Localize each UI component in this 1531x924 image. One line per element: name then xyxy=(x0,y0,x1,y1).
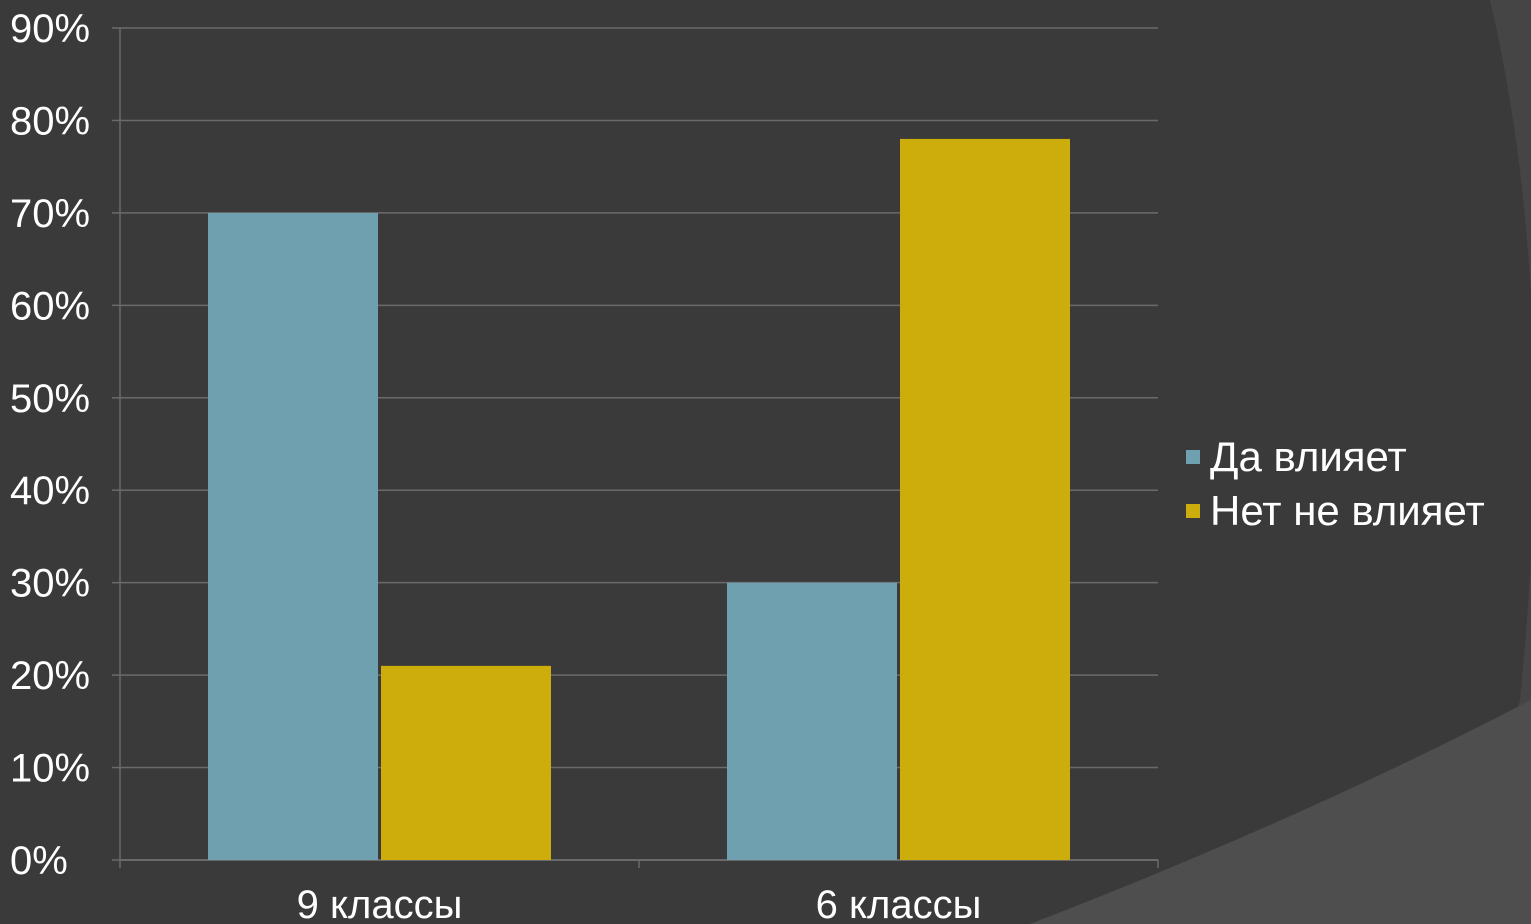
legend-swatch-series-2 xyxy=(1186,504,1200,518)
x-category-label: 6 классы xyxy=(816,883,982,924)
y-tick-label: 90% xyxy=(10,7,90,51)
y-axis-tick-labels: 0% 10% 20% 30% 40% 50% 60% 70% 80% 90% xyxy=(10,7,90,883)
bar-series-2-cat-1 xyxy=(381,665,551,860)
bar-series-1-cat-1 xyxy=(208,212,378,860)
y-tick-label: 60% xyxy=(10,284,90,328)
y-tick-label: 80% xyxy=(10,99,90,143)
y-tick-label: 0% xyxy=(10,839,68,883)
y-tick-label: 20% xyxy=(10,654,90,698)
bar-series-1-cat-2 xyxy=(727,582,897,860)
y-tick-label: 50% xyxy=(10,377,90,421)
legend-label-series-1: Да влияет xyxy=(1210,433,1407,480)
legend-swatch-series-1 xyxy=(1186,450,1200,464)
y-tick-label: 40% xyxy=(10,469,90,513)
legend: Да влияет Нет не влияет xyxy=(1186,430,1485,538)
background-arc-bottom xyxy=(1030,700,1531,924)
x-axis-category-labels: 9 классы 6 классы xyxy=(297,883,982,924)
y-tick-label: 10% xyxy=(10,747,90,791)
y-tick-label: 30% xyxy=(10,562,90,606)
bars xyxy=(208,138,1070,860)
legend-item-series-2: Нет не влияет xyxy=(1186,484,1485,538)
legend-item-series-1: Да влияет xyxy=(1186,430,1485,484)
bar-series-2-cat-2 xyxy=(900,138,1070,860)
x-category-label: 9 классы xyxy=(297,883,463,924)
legend-label-series-2: Нет не влияет xyxy=(1210,487,1485,534)
y-tick-label: 70% xyxy=(10,192,90,236)
